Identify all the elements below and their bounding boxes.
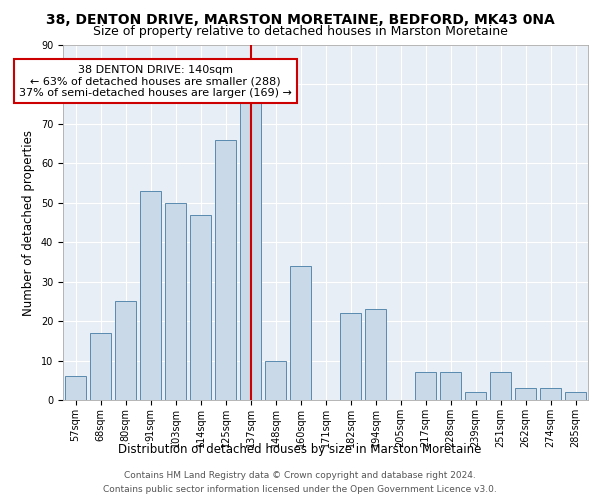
Bar xyxy=(65,376,86,400)
Bar xyxy=(240,100,261,400)
Y-axis label: Number of detached properties: Number of detached properties xyxy=(22,130,35,316)
Bar xyxy=(165,203,186,400)
Text: Contains HM Land Registry data © Crown copyright and database right 2024.: Contains HM Land Registry data © Crown c… xyxy=(124,471,476,480)
Text: Distribution of detached houses by size in Marston Moretaine: Distribution of detached houses by size … xyxy=(118,442,482,456)
Bar xyxy=(340,313,361,400)
Bar xyxy=(490,372,511,400)
Bar xyxy=(290,266,311,400)
Bar xyxy=(515,388,536,400)
Text: Contains public sector information licensed under the Open Government Licence v3: Contains public sector information licen… xyxy=(103,485,497,494)
Bar xyxy=(365,310,386,400)
Bar xyxy=(415,372,436,400)
Bar xyxy=(265,360,286,400)
Text: Size of property relative to detached houses in Marston Moretaine: Size of property relative to detached ho… xyxy=(92,25,508,38)
Bar xyxy=(140,191,161,400)
Bar xyxy=(565,392,586,400)
Bar xyxy=(465,392,486,400)
Text: 38, DENTON DRIVE, MARSTON MORETAINE, BEDFORD, MK43 0NA: 38, DENTON DRIVE, MARSTON MORETAINE, BED… xyxy=(46,12,554,26)
Bar xyxy=(440,372,461,400)
Bar xyxy=(540,388,561,400)
Bar xyxy=(115,302,136,400)
Text: 38 DENTON DRIVE: 140sqm
← 63% of detached houses are smaller (288)
37% of semi-d: 38 DENTON DRIVE: 140sqm ← 63% of detache… xyxy=(19,64,292,98)
Bar xyxy=(90,333,111,400)
Bar xyxy=(215,140,236,400)
Bar xyxy=(190,214,211,400)
